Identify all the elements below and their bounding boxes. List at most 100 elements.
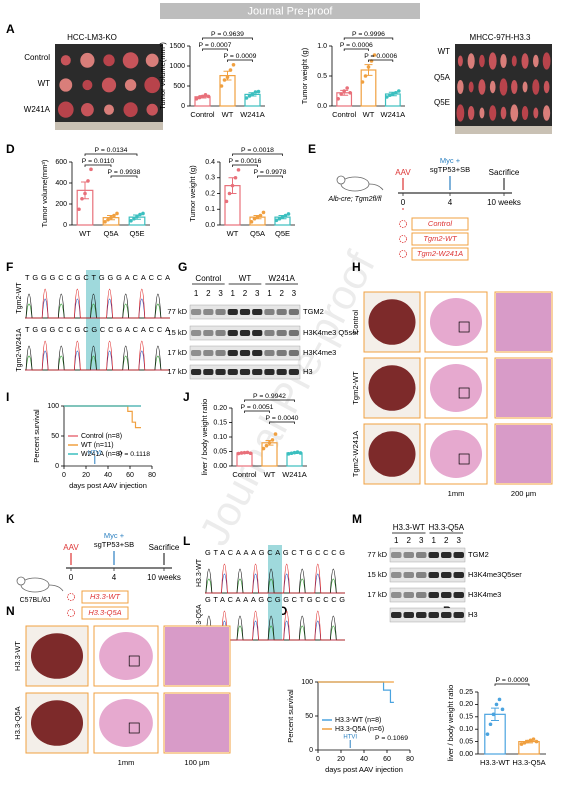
bar [261,442,278,467]
tumor [543,80,550,94]
lane-label: 1 [432,536,437,545]
tumor [80,52,95,68]
blot-band [252,369,263,375]
blot-band [391,552,402,558]
significance-bracket [494,683,530,686]
blot-band [252,350,263,356]
p-value: P = 0.0040 [266,415,299,422]
row-label: H3.3-Q5A [196,604,203,635]
panel-letter: F [6,260,13,274]
liver-photo [30,700,84,746]
blot-band [403,592,414,598]
protein-label: H3K4me3Q5ser [468,570,522,579]
protein-label: H3K4me3 Q5ser [303,328,359,337]
row-label: Tgm2-W241A [16,328,23,372]
blot-band [191,350,202,356]
tumor [101,77,117,93]
blot-band [428,612,439,618]
data-point [488,722,493,727]
blot-band [227,330,238,336]
protein-label: TGM2 [468,550,489,559]
significance-bracket [84,164,112,167]
data-point [103,220,107,224]
tumor [104,104,114,115]
tumor [500,53,507,69]
y-tick-label: 0.00 [213,463,227,470]
data-point [109,215,113,220]
data-point [245,450,250,455]
panel-letter: D [6,142,15,156]
p-value: P = 0.0110 [82,158,115,165]
significance-bracket [257,175,283,178]
blot-band [239,330,251,336]
panel-letter: O [278,604,287,618]
x-tick-label: 40 [360,756,368,763]
significance-bracket [110,175,138,178]
row-label: Control [351,310,360,335]
ruler [55,122,163,130]
tumor [60,55,71,66]
panel-letter: E [308,142,316,156]
data-point [135,214,139,219]
row-label: Tgm2-WT [16,282,23,314]
data-point [200,94,205,99]
lane-label: 1 [231,289,236,298]
data-point [385,95,389,99]
group-label: Tgm2-W241A [417,249,463,258]
p-value: P = 0.0006 [340,42,373,49]
blot-band [428,552,439,558]
blot-band [403,572,414,578]
p-value: P = 0.0007 [199,42,232,49]
blot-band [203,330,214,336]
data-point [270,438,275,442]
data-point [485,732,490,736]
x-tick-label: 60 [126,472,134,479]
data-point [253,90,258,94]
injection-label: sgTP53+SB [430,165,470,174]
blot-band [441,572,452,578]
significance-bracket [269,421,295,424]
x-tick-label: WT [264,470,276,479]
tumor [510,104,519,122]
data-point [363,74,368,78]
tissue-section [99,699,153,747]
legend-label: WT (n=11) [81,442,114,449]
data-point [525,739,530,744]
mouse-icon [368,183,384,191]
y-axis-label: Tumor volume(mm³) [158,42,167,110]
sacrifice-label: Sacrifice [489,168,520,177]
y-tick-label: 0.00 [459,751,473,758]
sequence: GTACAAAGCAGCTGCCCG [205,548,345,557]
tumor [144,76,161,94]
y-tick-label: 0 [181,103,185,110]
blot-band [276,309,287,315]
mouse-label: Alb-cre; Tgm2fl/fl [328,196,382,203]
data-point [230,183,235,188]
tumor [59,78,73,92]
y-tick-label: 0.05 [213,448,227,455]
virus-icon [399,235,407,243]
p-value: P = 0.0134 [95,147,128,154]
tumor [456,104,465,122]
x-tick-label: W241A [381,110,406,119]
tumor [533,107,539,119]
y-tick-label: 0.3 [205,175,215,182]
size-label: 17 kD [167,367,187,376]
panel-letter: H [352,260,361,274]
data-point [236,451,241,456]
data-point [286,212,291,216]
tumor [489,105,497,121]
y-tick-label: 0.15 [213,419,227,426]
tumor [543,105,551,121]
time-label: 4 [112,573,117,582]
data-point [339,92,343,96]
y-tick-label: 1.0 [317,43,327,50]
data-point [531,737,536,741]
blot-band [215,309,226,315]
p-value: P = 0.1069 [375,735,408,742]
data-point [106,217,110,222]
lane-label: 3 [255,289,260,298]
row-label: WT [438,47,451,56]
lane-label: 2 [279,289,284,298]
